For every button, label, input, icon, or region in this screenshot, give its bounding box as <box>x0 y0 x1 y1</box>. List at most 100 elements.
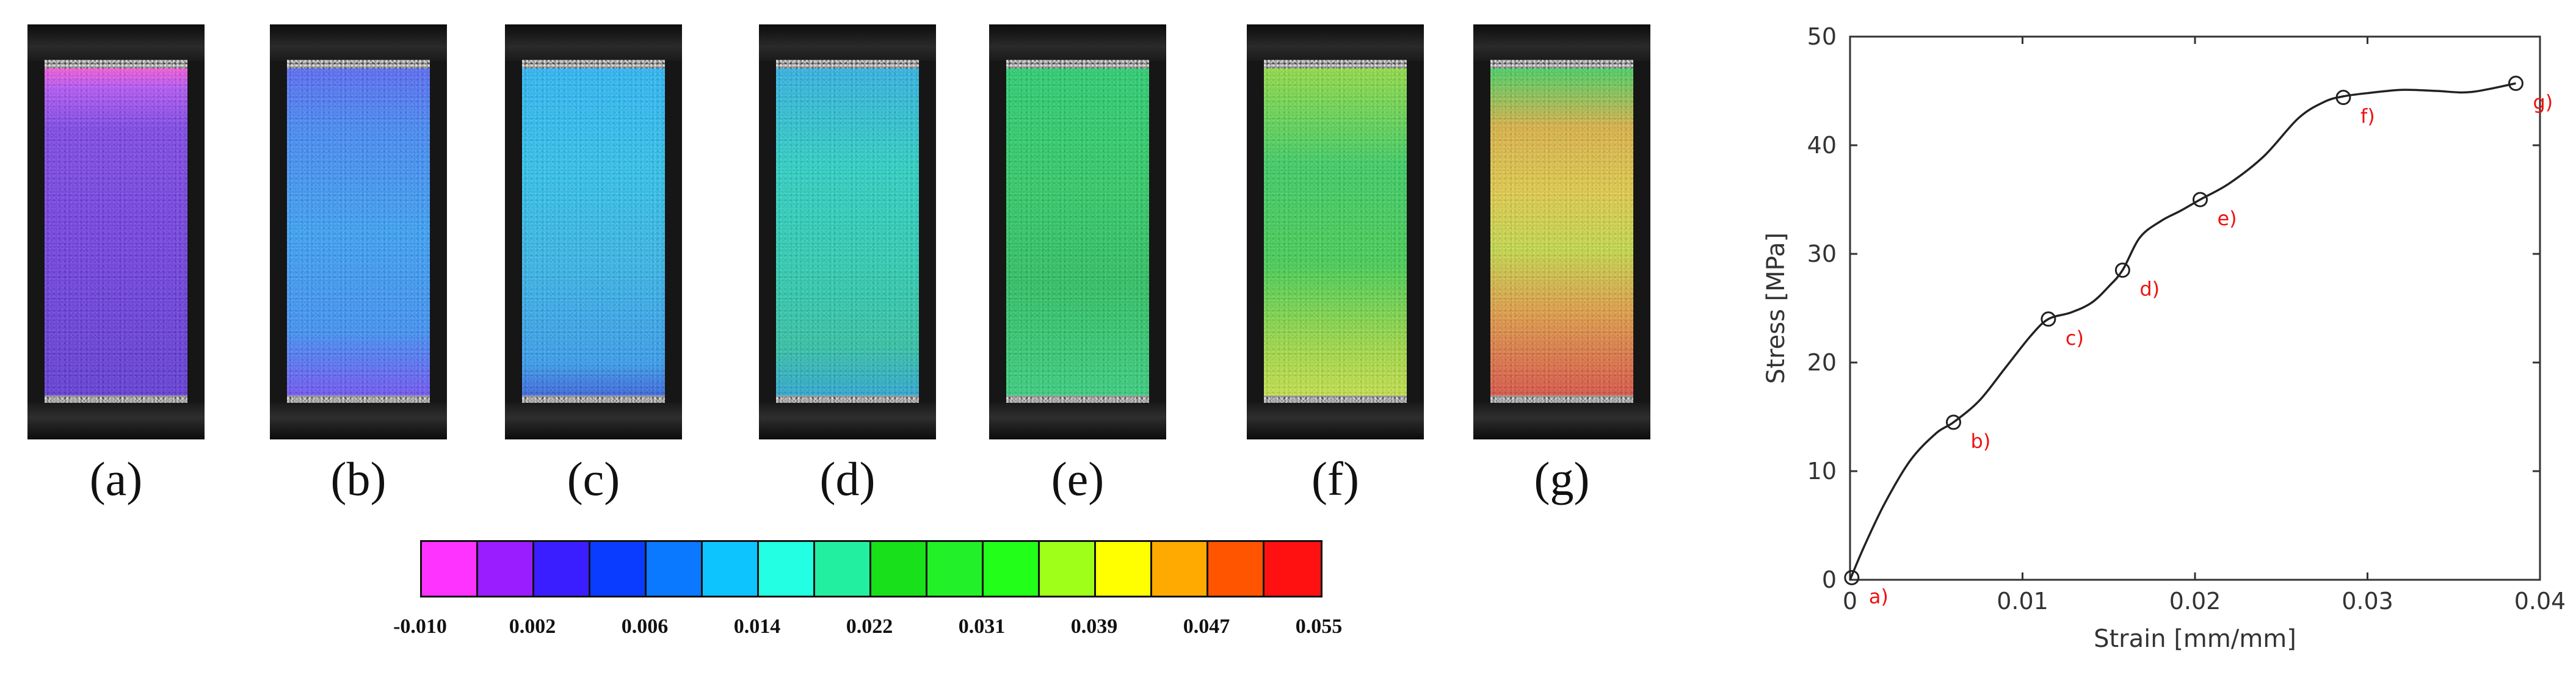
upper-grip <box>27 24 205 61</box>
x-tick-label: 0.04 <box>2514 588 2564 615</box>
dic-panel-f <box>1247 24 1424 439</box>
panel-label-g: (g) <box>1534 452 1590 505</box>
strain-overlay <box>1006 68 1149 395</box>
stage-marker-label: g) <box>2533 91 2553 114</box>
specimen-speckle <box>1006 60 1149 404</box>
lower-grip <box>1247 403 1424 439</box>
panel-label-f: (f) <box>1312 452 1359 505</box>
panel-label-e: (e) <box>1051 452 1105 505</box>
upper-grip <box>505 24 682 61</box>
y-tick-label: 50 <box>1807 23 1837 50</box>
colorbar-cell-6 <box>759 542 815 596</box>
colorbar-tick-label: 0.006 <box>621 615 669 638</box>
colorbar-tick-label: 0.014 <box>733 615 781 638</box>
stage-marker <box>2041 311 2056 327</box>
specimen-speckle <box>1490 60 1633 404</box>
stress-strain-curve <box>1849 82 2516 580</box>
specimen-speckle <box>45 60 187 404</box>
colorbar-cell-9 <box>927 542 984 596</box>
stage-marker-label: b) <box>1971 430 1991 453</box>
specimen-speckle <box>522 60 665 404</box>
colorbar-tick-label: 0.055 <box>1295 615 1343 638</box>
colorbar-tick-label: 0.039 <box>1070 615 1118 638</box>
stress-strain-chart: 0 0.01 0.02 0.03 0.04 0 10 20 30 40 50 a) b) c) d) e)… <box>1762 23 2564 653</box>
dic-panel-d <box>759 24 936 439</box>
strain-overlay <box>776 68 919 395</box>
x-axis-ticks: 0 0.01 0.02 0.03 0.04 <box>1843 37 2564 615</box>
dic-panel-c <box>505 24 682 439</box>
y-tick-label: 30 <box>1807 240 1837 267</box>
upper-grip <box>270 24 447 61</box>
panel-label-b: (b) <box>330 452 386 505</box>
x-tick-label: 0.02 <box>2169 588 2221 615</box>
y-tick-label: 40 <box>1807 132 1837 159</box>
colorbar-cell-12 <box>1096 542 1152 596</box>
specimen-speckle <box>287 60 430 404</box>
strain-overlay <box>1264 68 1407 395</box>
specimen-speckle <box>776 60 919 404</box>
colorbar-cell-11 <box>1040 542 1096 596</box>
upper-grip <box>1473 24 1650 61</box>
stage-marker-label: e) <box>2217 207 2237 230</box>
dic-panel-g <box>1473 24 1650 439</box>
colorbar-tick-label: 0.022 <box>846 615 893 638</box>
y-tick-label: 20 <box>1807 349 1837 376</box>
colorbar-cell-13 <box>1152 542 1208 596</box>
strain-overlay <box>522 68 665 395</box>
colorbar-cell-14 <box>1208 542 1264 596</box>
lower-grip <box>1473 403 1650 439</box>
strain-colorbar <box>420 540 1322 597</box>
stage-marker <box>2508 76 2523 92</box>
colorbar-cell-8 <box>871 542 927 596</box>
x-tick-label: 0 <box>1843 588 1857 615</box>
upper-grip <box>1247 24 1424 61</box>
panel-label-c: (c) <box>567 452 620 505</box>
colorbar-cell-1 <box>478 542 534 596</box>
colorbar-cell-5 <box>703 542 759 596</box>
colorbar-cell-7 <box>815 542 871 596</box>
lower-grip <box>505 403 682 439</box>
colorbar-tick-label: 0.031 <box>958 615 1006 638</box>
y-tick-label: 0 <box>1822 566 1837 593</box>
colorbar-cell-4 <box>647 542 703 596</box>
colorbar-cell-3 <box>590 542 647 596</box>
stage-marker-label: c) <box>2066 327 2084 350</box>
x-tick-label: 0.01 <box>1997 588 2048 615</box>
stage-marker <box>2192 192 2208 208</box>
strain-overlay <box>45 68 187 395</box>
strain-overlay <box>1490 68 1633 395</box>
lower-grip <box>989 403 1166 439</box>
upper-grip <box>989 24 1166 61</box>
colorbar-tick-label: 0.047 <box>1183 615 1230 638</box>
panel-label-d: (d) <box>819 452 876 505</box>
x-axis-label: Strain [mm/mm] <box>2094 625 2296 653</box>
stage-marker-label: f) <box>2360 105 2375 128</box>
y-axis-ticks: 0 10 20 30 40 50 <box>1807 23 2540 593</box>
lower-grip <box>27 403 205 439</box>
stage-marker <box>2114 262 2130 278</box>
plot-frame <box>1849 35 2541 581</box>
colorbar-cell-2 <box>534 542 590 596</box>
panel-label-a: (a) <box>89 452 143 505</box>
stage-marker-label: a) <box>1869 585 1888 608</box>
y-tick-label: 10 <box>1807 458 1837 485</box>
y-axis-label: Stress [MPa] <box>1762 233 1790 384</box>
specimen-speckle <box>1264 60 1407 404</box>
dic-panel-e <box>989 24 1166 439</box>
strain-overlay <box>287 68 430 395</box>
colorbar-cell-0 <box>422 542 478 596</box>
colorbar-tick-label: 0.002 <box>509 615 556 638</box>
colorbar-cell-15 <box>1264 542 1321 596</box>
upper-grip <box>759 24 936 61</box>
lower-grip <box>270 403 447 439</box>
stage-marker <box>2335 90 2351 106</box>
lower-grip <box>759 403 936 439</box>
dic-panel-a <box>27 24 205 439</box>
stage-marker <box>1946 414 1961 430</box>
stage-marker <box>1844 569 1860 585</box>
loading-stage-markers: a) b) c) d) e) f) g) <box>1844 76 2553 608</box>
dic-panel-b <box>270 24 447 439</box>
colorbar-tick-label: -0.010 <box>393 615 447 638</box>
stage-marker-label: d) <box>2139 278 2160 301</box>
x-tick-label: 0.03 <box>2342 588 2393 615</box>
